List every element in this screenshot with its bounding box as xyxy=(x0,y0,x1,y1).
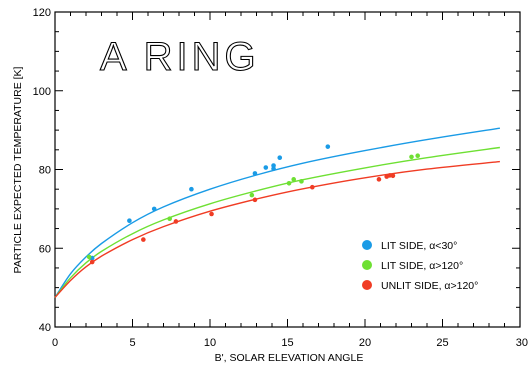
data-points xyxy=(86,144,421,265)
data-point xyxy=(252,171,258,176)
fit-curve xyxy=(54,160,500,298)
legend-label: UNLIT SIDE, α>120° xyxy=(381,280,478,292)
x-tick-label: 30 xyxy=(516,337,528,349)
fit-curves xyxy=(54,127,501,298)
legend-marker xyxy=(362,260,372,270)
data-point xyxy=(390,173,396,179)
legend-label: LIT SIDE, α>120° xyxy=(381,260,463,272)
data-point xyxy=(310,184,315,190)
x-axis-tick-labels: 0 5 10 15 20 25 30 xyxy=(52,337,528,349)
y-tick-label: 40 xyxy=(39,322,51,334)
y-tick-label: 80 xyxy=(39,165,51,177)
legend-marker xyxy=(362,280,372,290)
data-point xyxy=(89,259,95,265)
data-point xyxy=(376,177,382,182)
data-point xyxy=(127,218,132,223)
x-axis-label: B', SOLAR ELEVATION ANGLE xyxy=(215,352,364,364)
x-axis-ticks xyxy=(54,12,521,327)
data-point xyxy=(299,179,304,184)
data-point xyxy=(263,165,269,170)
data-point xyxy=(291,177,297,182)
data-point xyxy=(277,155,283,160)
x-tick-label: 0 xyxy=(52,337,58,349)
data-point xyxy=(249,192,255,198)
data-point xyxy=(415,153,421,159)
y-axis-label: PARTICLE EXPECTED TEMPERATURE [K] xyxy=(12,66,24,273)
data-point xyxy=(209,211,214,217)
data-point xyxy=(271,163,276,168)
x-tick-label: 10 xyxy=(204,337,216,349)
data-point xyxy=(173,219,179,224)
chart-title: A RING xyxy=(100,35,260,79)
data-point xyxy=(141,237,146,242)
data-point xyxy=(252,197,258,203)
data-point xyxy=(189,186,194,192)
data-point xyxy=(409,154,414,160)
data-point xyxy=(286,180,292,186)
data-point xyxy=(86,254,92,260)
y-tick-label: 120 xyxy=(33,7,51,19)
x-tick-label: 5 xyxy=(129,337,135,349)
legend-label: LIT SIDE, α<30° xyxy=(381,240,457,252)
y-tick-label: 60 xyxy=(39,243,51,255)
fit-curve xyxy=(54,127,501,298)
data-point xyxy=(271,166,276,172)
x-tick-label: 25 xyxy=(436,337,448,349)
fit-curve xyxy=(54,146,500,298)
y-axis-ticks xyxy=(55,11,520,328)
x-tick-label: 15 xyxy=(281,337,293,349)
data-point xyxy=(325,144,331,149)
y-tick-label: 100 xyxy=(33,86,51,98)
legend-marker xyxy=(362,240,372,250)
x-tick-label: 20 xyxy=(359,337,371,349)
legend: LIT SIDE, α<30° LIT SIDE, α>120° UNLIT SID… xyxy=(362,240,478,292)
data-point xyxy=(167,216,172,222)
y-axis-tick-labels: 40 60 80 100 120 xyxy=(33,7,51,334)
data-point xyxy=(151,206,157,212)
